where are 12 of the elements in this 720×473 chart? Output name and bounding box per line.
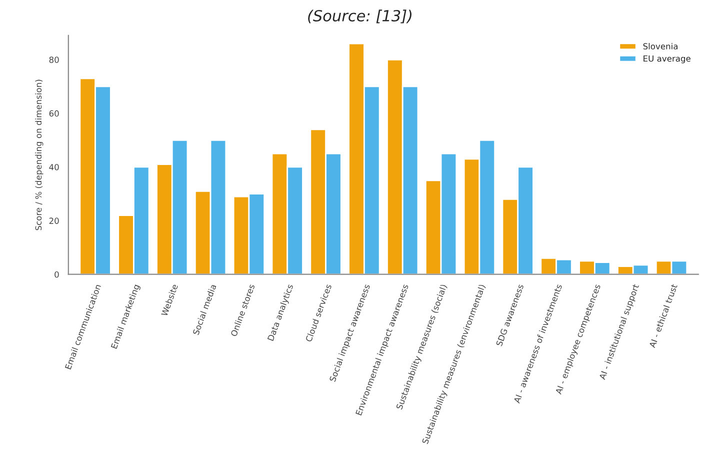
y-axis-title: Score / % (depending on dimension) [35, 80, 44, 230]
y-tick-label: 40 [49, 164, 59, 170]
text: (Source: [13]) [308, 10, 412, 24]
y-tick-label: 60 [49, 110, 59, 117]
x-tick-label: Social media [192, 284, 216, 336]
y-tick-label: 20 [49, 218, 59, 224]
y-tick-label: 0 [54, 271, 59, 278]
y-tick-label: 80 [49, 56, 59, 63]
x-tick-label: Online stores [230, 284, 255, 337]
x-tick-label: AI - ethical trust [648, 284, 678, 348]
legend-label: Slovenia [643, 42, 678, 50]
legend-label: EU average [644, 55, 690, 64]
